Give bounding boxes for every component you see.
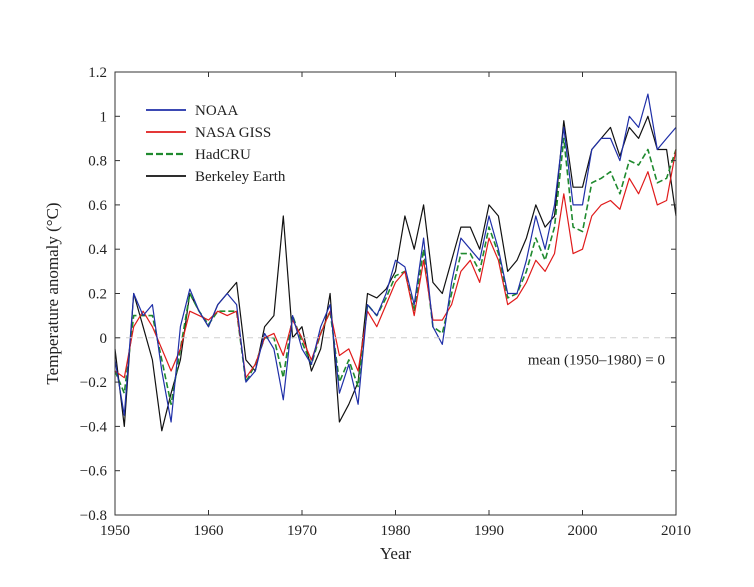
legend-label-berkeley-earth: Berkeley Earth	[195, 169, 286, 185]
legend-label-hadcru: HadCRU	[195, 147, 251, 163]
y-tick-label: −0.6	[80, 464, 108, 480]
legend: NOAA NASA GISS HadCRU Berkeley Earth	[146, 103, 286, 185]
y-tick-label: 0	[100, 331, 108, 347]
y-tick-label: −0.8	[80, 508, 107, 524]
y-tick-label: 0.2	[88, 287, 107, 303]
series-line-nasa-giss	[114, 149, 677, 379]
series-line-berkeley-earth	[114, 115, 677, 432]
y-tick-label: 0.8	[88, 154, 107, 170]
x-tick-label: 1990	[474, 523, 504, 539]
series-layer	[114, 93, 677, 432]
y-tick-label: 1.2	[88, 65, 107, 81]
x-tick-label: 1980	[381, 523, 411, 539]
y-tick-label: −0.4	[80, 419, 108, 435]
x-tick-label: 1970	[287, 523, 317, 539]
x-tick-label: 2010	[661, 523, 691, 539]
mean-annotation: mean (1950–1980) = 0	[528, 352, 665, 368]
y-tick-label: −0.2	[80, 375, 107, 391]
legend-label-nasa-giss: NASA GISS	[195, 125, 271, 141]
axis-ticks: 1950 1960 1970 1980 1990 2000 2010 −0.8 −0.6 −0.4…	[80, 65, 691, 539]
y-axis-label: Temperature anomaly (°C)	[43, 202, 62, 384]
y-tick-label: 0.4	[88, 242, 107, 258]
y-tick-label: 1	[100, 109, 108, 125]
series-line-noaa	[114, 93, 677, 423]
x-tick-label: 2000	[568, 523, 598, 539]
x-tick-label: 1960	[194, 523, 224, 539]
y-tick-label: 0.6	[88, 198, 107, 214]
legend-label-noaa: NOAA	[195, 103, 238, 119]
series-line-hadcru	[114, 137, 677, 406]
x-axis-label: Year	[380, 544, 412, 563]
x-tick-label: 1950	[100, 523, 130, 539]
